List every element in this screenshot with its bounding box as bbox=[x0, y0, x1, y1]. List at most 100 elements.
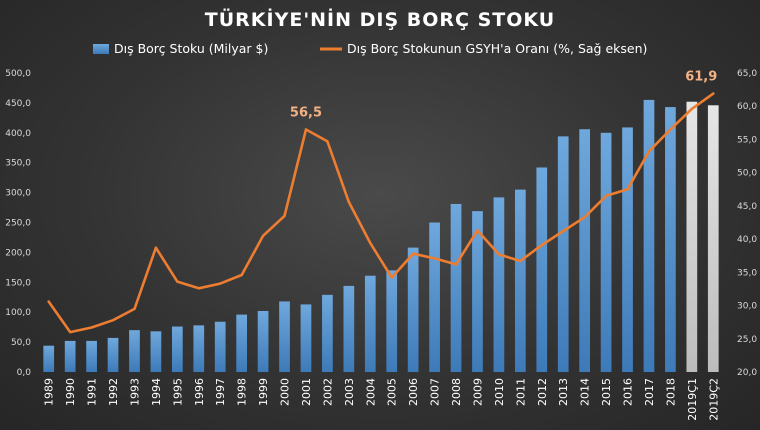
bar-2008 bbox=[450, 203, 462, 372]
bar-2009 bbox=[472, 211, 483, 372]
right-tick-label: 60,0 bbox=[737, 102, 757, 112]
bar-2010 bbox=[493, 197, 505, 372]
x-tick-label: 2012 bbox=[536, 378, 549, 406]
x-tick-label: 1999 bbox=[257, 378, 270, 406]
bar-2015 bbox=[600, 132, 612, 372]
bar-2013 bbox=[557, 136, 569, 372]
ratio-point-1998 bbox=[240, 273, 243, 277]
left-tick-label: 50,0 bbox=[11, 338, 31, 348]
right-tick-label: 65,0 bbox=[737, 69, 757, 79]
bar-2007 bbox=[429, 222, 440, 372]
x-axis-ticks: 1989 1990 1991 1992 1993 1994 1995 1996 1997 1998… bbox=[43, 378, 721, 421]
x-tick-label: 1989 bbox=[43, 378, 56, 406]
data-label-2019Ç2: 61,9 bbox=[685, 70, 717, 85]
bar-1998 bbox=[236, 314, 248, 372]
right-axis-ticks: 20,0 25,0 30,0 35,0 40,0 45,0 50,0 55,0 60,0 65,0 bbox=[737, 69, 757, 378]
ratio-point-2004 bbox=[369, 241, 372, 245]
x-tick-label: 2013 bbox=[557, 378, 570, 406]
x-tick-label: 1998 bbox=[236, 378, 249, 406]
x-tick-label: 2000 bbox=[279, 378, 292, 406]
bar-1994 bbox=[150, 331, 162, 372]
ratio-point-2009 bbox=[476, 229, 479, 232]
bar-2003 bbox=[343, 285, 355, 372]
ratio-point-1989 bbox=[47, 300, 50, 303]
left-tick-label: 150,0 bbox=[5, 278, 31, 288]
ratio-point-2002 bbox=[326, 140, 329, 143]
x-tick-label: 2018 bbox=[664, 378, 677, 406]
x-tick-label: 1991 bbox=[86, 378, 99, 406]
bar-1989 bbox=[43, 345, 55, 372]
x-tick-label: 2017 bbox=[643, 378, 656, 406]
bar-2012 bbox=[536, 167, 548, 372]
bar-2002 bbox=[322, 294, 333, 372]
ratio-point-2011 bbox=[519, 259, 522, 263]
ratio-point-2010 bbox=[497, 253, 501, 256]
bar-2001 bbox=[300, 304, 312, 372]
ratio-point-2003 bbox=[347, 200, 351, 204]
x-tick-label: 2016 bbox=[622, 378, 635, 406]
chart-title: TÜRKİYE'NİN DIŞ BORÇ STOKU bbox=[205, 7, 555, 31]
right-tick-label: 40,0 bbox=[737, 235, 757, 245]
x-tick-label: 1994 bbox=[150, 378, 163, 406]
ratio-point-2006 bbox=[411, 252, 415, 255]
ratio-point-2016 bbox=[626, 188, 629, 191]
x-tick-label: 2009 bbox=[471, 378, 484, 406]
bar-1991 bbox=[86, 340, 97, 372]
left-tick-label: 350,0 bbox=[5, 159, 31, 169]
x-tick-label: 2004 bbox=[364, 378, 377, 406]
ratio-point-2014 bbox=[583, 215, 586, 219]
ratio-point-2008 bbox=[454, 263, 458, 266]
x-tick-label: 2015 bbox=[600, 378, 613, 406]
left-tick-label: 500,0 bbox=[5, 69, 31, 79]
bar-2017 bbox=[643, 99, 655, 372]
legend-swatch-bar bbox=[93, 44, 109, 54]
ratio-point-1999 bbox=[261, 234, 265, 237]
x-tick-label: 1993 bbox=[128, 378, 141, 406]
left-axis-ticks: 0,0 50,0 100,0 150,0 200,0 250,0 300,0 350,0 400… bbox=[5, 69, 31, 378]
ratio-point-2001 bbox=[304, 128, 308, 131]
bar-2018 bbox=[665, 107, 676, 372]
legend-label-line: Dış Borç Stokunun GSYH'a Oranı (%, Sağ e… bbox=[347, 41, 647, 56]
x-tick-label: 2011 bbox=[514, 378, 527, 406]
left-tick-label: 0,0 bbox=[17, 368, 32, 378]
bar-2014 bbox=[579, 129, 591, 372]
ratio-point-1994 bbox=[154, 246, 158, 249]
ratio-point-1995 bbox=[176, 280, 179, 283]
ratio-point-1993 bbox=[133, 307, 136, 311]
x-tick-label: 2008 bbox=[450, 378, 463, 406]
bar-2011 bbox=[514, 189, 526, 372]
data-label-2001: 56,5 bbox=[290, 105, 322, 120]
right-tick-label: 20,0 bbox=[737, 368, 757, 378]
right-tick-label: 25,0 bbox=[737, 335, 757, 345]
bar-1999 bbox=[257, 311, 269, 372]
left-tick-label: 200,0 bbox=[5, 248, 31, 258]
ratio-point-2019Ç2 bbox=[712, 92, 715, 95]
ratio-point-1997 bbox=[219, 282, 222, 285]
ratio-point-1996 bbox=[197, 287, 200, 290]
ratio-point-1991 bbox=[90, 326, 93, 329]
right-tick-label: 30,0 bbox=[737, 302, 757, 312]
legend-label-bar: Dış Borç Stoku (Milyar $) bbox=[114, 41, 268, 56]
x-tick-label: 2005 bbox=[386, 378, 399, 406]
ratio-point-2000 bbox=[283, 214, 286, 218]
ratio-point-2017 bbox=[647, 150, 651, 153]
x-tick-label: 2019Ç1 bbox=[686, 378, 699, 421]
ratio-point-1992 bbox=[111, 318, 115, 322]
ratio-point-2012 bbox=[540, 243, 543, 247]
left-tick-label: 400,0 bbox=[5, 129, 31, 139]
bar-1995 bbox=[171, 326, 183, 372]
x-tick-label: 2003 bbox=[343, 378, 356, 406]
bar-2005 bbox=[386, 270, 398, 372]
ratio-point-2013 bbox=[562, 229, 565, 233]
x-tick-label: 2006 bbox=[407, 378, 420, 406]
ratio-point-1990 bbox=[68, 330, 72, 334]
ratio-point-2018 bbox=[669, 128, 672, 131]
x-tick-label: 2007 bbox=[429, 378, 442, 406]
bar-2019Ç1 bbox=[686, 101, 698, 372]
bar-2004 bbox=[364, 275, 376, 372]
x-tick-label: 1995 bbox=[171, 378, 184, 406]
bar-2006 bbox=[407, 247, 419, 372]
ratio-point-2007 bbox=[433, 257, 436, 260]
x-tick-label: 2001 bbox=[300, 378, 313, 406]
